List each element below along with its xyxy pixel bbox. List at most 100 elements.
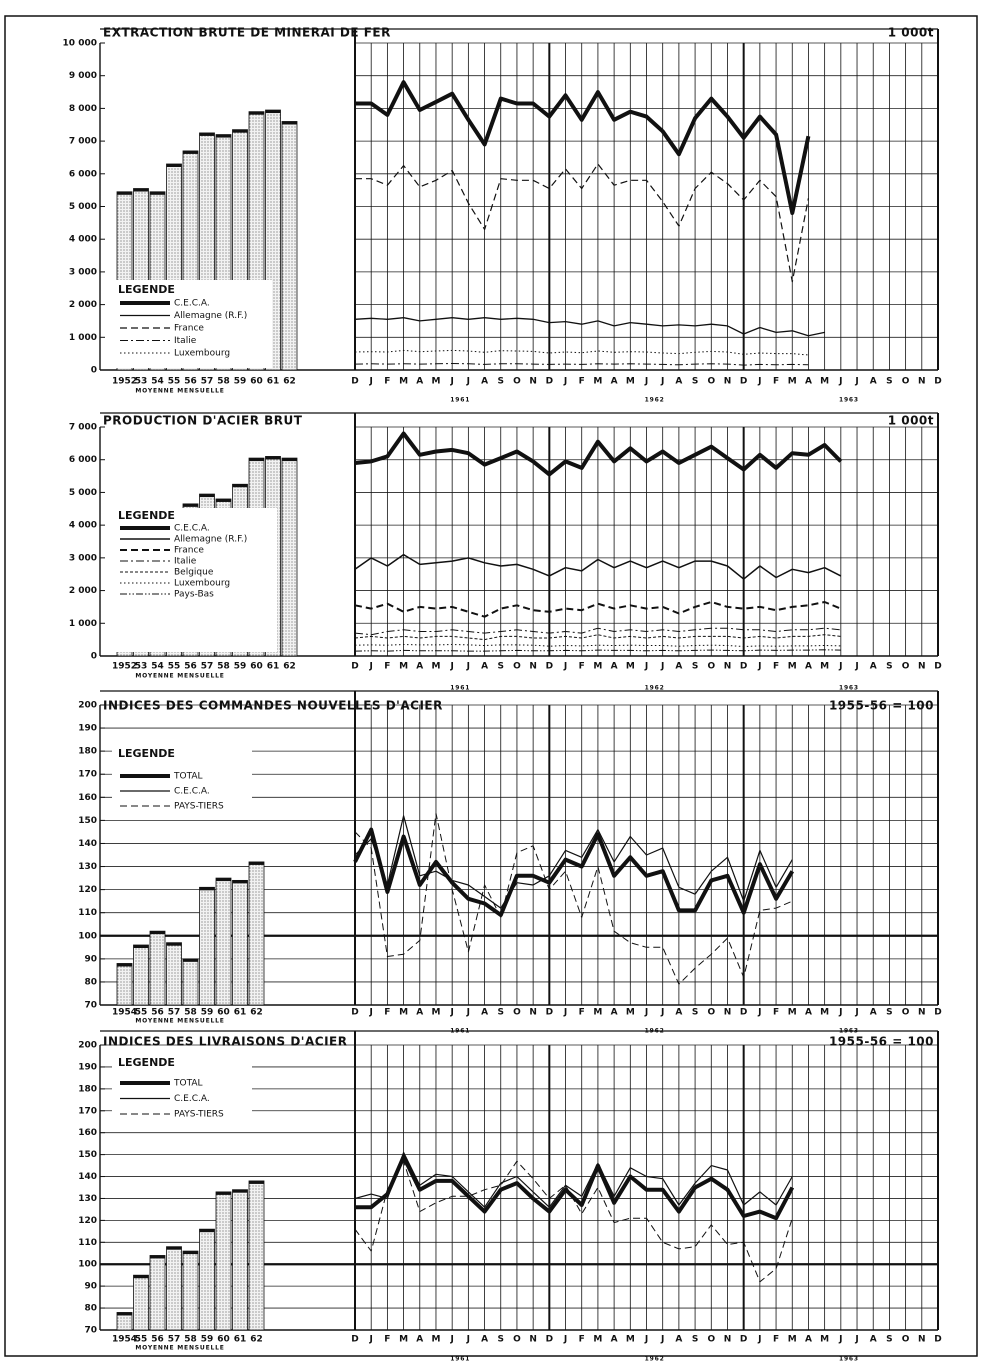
month-label: J xyxy=(660,1008,664,1018)
month-label: F xyxy=(773,1008,779,1018)
legend-label: Allemagne (R.F.) xyxy=(174,311,247,321)
month-label: J xyxy=(854,1008,858,1018)
bar-subtitle: MOYENNE MENSUELLE xyxy=(135,388,224,395)
month-label: S xyxy=(886,1008,892,1018)
y-tick-label: 120 xyxy=(78,1216,97,1226)
y-tick-label: 90 xyxy=(84,1282,97,1292)
series-line xyxy=(354,627,841,636)
y-tick-label: 0 xyxy=(91,652,97,662)
x-tick-label: 57 xyxy=(201,377,214,387)
x-tick-label: 56 xyxy=(184,377,197,387)
bar-cap xyxy=(166,942,182,946)
y-tick-label: 130 xyxy=(78,862,97,872)
month-label: O xyxy=(902,377,910,387)
month-label: J xyxy=(449,662,453,672)
y-tick-label: 5 000 xyxy=(69,488,97,498)
month-label: A xyxy=(481,377,488,387)
x-tick-label: 56 xyxy=(151,1335,164,1345)
month-label: M xyxy=(626,1008,635,1018)
month-label: A xyxy=(805,1335,812,1345)
month-label: J xyxy=(660,377,664,387)
bar-cap xyxy=(133,1275,149,1279)
month-label: M xyxy=(788,1008,797,1018)
bar-cap xyxy=(282,458,297,462)
month-label: N xyxy=(724,1008,732,1018)
month-label: S xyxy=(498,662,504,672)
month-label: N xyxy=(918,1008,926,1018)
month-label: N xyxy=(724,377,732,387)
y-tick-label: 180 xyxy=(78,1084,97,1094)
y-tick-label: 3 000 xyxy=(69,553,97,563)
x-tick-label: 58 xyxy=(217,377,230,387)
series-line xyxy=(355,1154,795,1221)
month-label: M xyxy=(431,1335,440,1345)
month-label: J xyxy=(757,1335,761,1345)
month-label: O xyxy=(513,662,521,672)
x-tick-label: 1954 xyxy=(112,1335,137,1345)
month-label: J xyxy=(466,1008,470,1018)
y-tick-label: 2 000 xyxy=(69,586,97,596)
x-tick-label: 1952 xyxy=(112,662,137,672)
bar xyxy=(248,861,265,1006)
bar-cap xyxy=(133,188,149,192)
month-label: J xyxy=(644,1008,648,1018)
month-label: N xyxy=(529,662,537,672)
bar-cap xyxy=(216,878,231,882)
bar-cap xyxy=(133,945,149,948)
month-label: O xyxy=(902,662,910,672)
series-line xyxy=(354,644,841,647)
month-label: O xyxy=(902,1008,910,1018)
month-label: M xyxy=(431,377,440,387)
y-tick-label: 3 000 xyxy=(69,267,97,277)
bar xyxy=(182,958,199,1006)
month-label: M xyxy=(593,377,602,387)
bar-cap xyxy=(249,861,264,865)
bar xyxy=(232,879,248,1006)
legend-label: France xyxy=(174,324,204,334)
legend-label: TOTAL xyxy=(173,1079,203,1089)
chart-title: INDICES DES COMMANDES NOUVELLES D'ACIER xyxy=(103,699,443,713)
y-tick-label: 150 xyxy=(78,1150,97,1160)
bar-cap xyxy=(282,121,297,125)
bar xyxy=(149,930,166,1006)
month-label: M xyxy=(399,377,408,387)
year-label: 1962 xyxy=(645,1356,665,1363)
month-label: F xyxy=(579,662,585,672)
x-tick-label: 62 xyxy=(250,1335,263,1345)
year-label: 1961 xyxy=(450,397,470,404)
month-label: N xyxy=(529,377,537,387)
month-label: A xyxy=(481,1008,488,1018)
y-tick-label: 80 xyxy=(84,1304,97,1314)
month-label: M xyxy=(820,377,829,387)
month-label: N xyxy=(529,1008,537,1018)
month-label: S xyxy=(886,1335,892,1345)
y-tick-label: 190 xyxy=(78,1062,97,1072)
bar-cap xyxy=(216,134,231,138)
month-label: J xyxy=(838,377,842,387)
month-label: A xyxy=(416,1008,423,1018)
bar-cap xyxy=(199,1229,215,1233)
y-tick-label: 150 xyxy=(78,816,97,826)
month-label: A xyxy=(481,662,488,672)
month-label: J xyxy=(660,1335,664,1345)
y-tick-label: 170 xyxy=(78,770,97,780)
month-label: O xyxy=(513,377,521,387)
month-label: D xyxy=(546,1335,553,1345)
month-label: M xyxy=(431,662,440,672)
bar-subtitle: MOYENNE MENSUELLE xyxy=(135,1018,224,1025)
month-label: S xyxy=(498,1008,504,1018)
month-label: A xyxy=(611,1335,618,1345)
month-label: A xyxy=(675,662,682,672)
legend-label: Pays-Bas xyxy=(174,590,214,600)
y-tick-label: 100 xyxy=(78,1260,97,1270)
x-tick-label: 61 xyxy=(234,1335,247,1345)
month-label: N xyxy=(724,662,732,672)
series-line xyxy=(354,634,841,641)
y-tick-label: 10 000 xyxy=(63,39,97,49)
bar xyxy=(182,1250,199,1331)
legend-label: C.E.C.A. xyxy=(174,299,210,309)
month-label: D xyxy=(934,1008,941,1018)
month-label: F xyxy=(384,377,390,387)
y-tick-label: 70 xyxy=(84,1326,97,1336)
month-label: M xyxy=(593,662,602,672)
